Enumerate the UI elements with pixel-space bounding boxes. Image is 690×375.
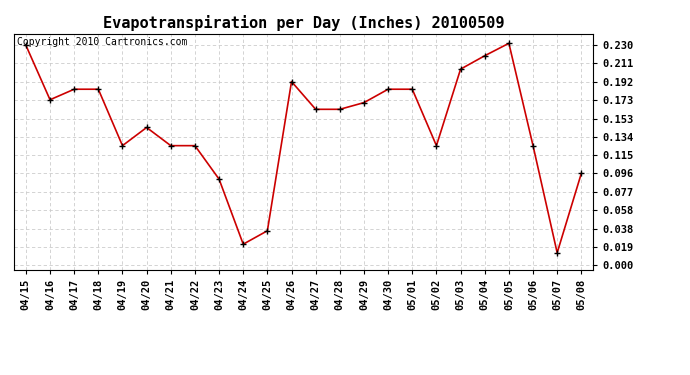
Title: Evapotranspiration per Day (Inches) 20100509: Evapotranspiration per Day (Inches) 2010… <box>103 15 504 31</box>
Text: Copyright 2010 Cartronics.com: Copyright 2010 Cartronics.com <box>17 37 187 47</box>
